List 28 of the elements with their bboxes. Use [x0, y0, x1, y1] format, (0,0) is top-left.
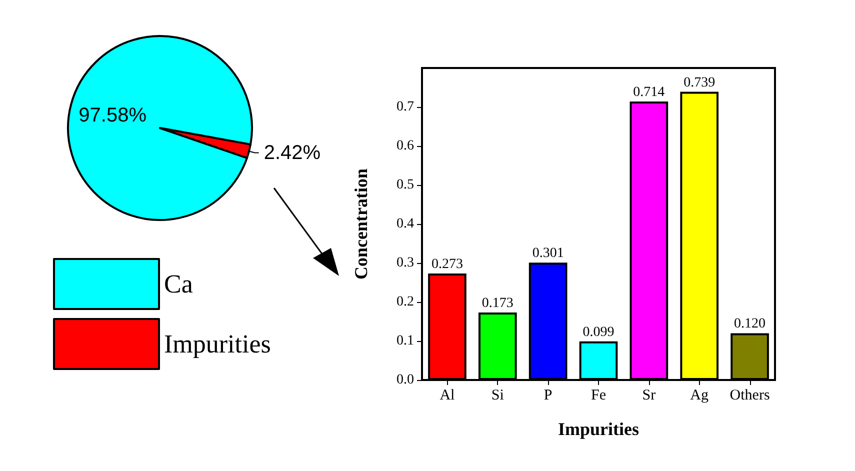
data-label: 0.301 — [532, 246, 564, 262]
y-tick-label: 0.4 — [396, 216, 414, 232]
x-axis-title: Impurities — [558, 419, 639, 439]
x-tick-label: Si — [491, 388, 504, 404]
data-label: 0.120 — [734, 316, 766, 332]
data-label: 97.58% — [78, 104, 147, 127]
data-label: 0.714 — [633, 85, 665, 100]
x-tick-label: Others — [730, 388, 770, 404]
x-tick-label: Sr — [642, 388, 656, 404]
data-label: 2.42% — [264, 142, 321, 164]
y-axis-title: Concentration — [351, 168, 371, 280]
x-tick-label: Fe — [591, 388, 606, 404]
y-tick-label: 0.6 — [396, 138, 414, 154]
data-label: 0.273 — [431, 257, 463, 272]
x-tick-label: P — [544, 388, 552, 404]
legend-label: Impurities — [164, 330, 271, 358]
x-tick-label: Ag — [690, 388, 710, 404]
x-tick-label: Al — [440, 388, 455, 404]
data-label: 0.099 — [582, 324, 614, 340]
y-tick-label: 0.5 — [396, 178, 414, 192]
data-label: 0.173 — [482, 296, 514, 312]
y-tick-label: 0.0 — [396, 372, 414, 388]
legend-label: Ca — [164, 270, 194, 298]
y-tick-label: 0.2 — [396, 294, 414, 310]
y-tick-label: 0.3 — [396, 256, 414, 270]
y-tick-label: 0.1 — [396, 334, 414, 348]
y-tick-label: 0.7 — [396, 100, 414, 114]
data-label: 0.739 — [684, 75, 716, 90]
